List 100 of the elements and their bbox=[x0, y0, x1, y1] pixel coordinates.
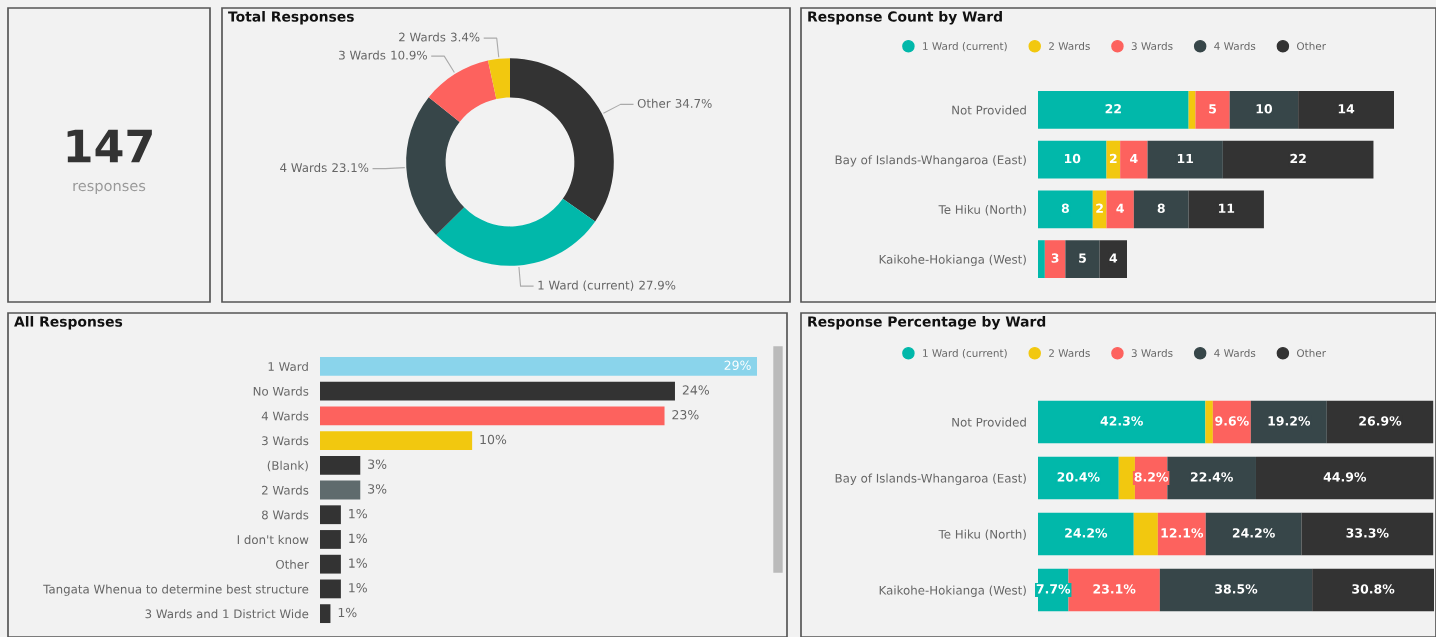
data-label: 4 bbox=[1130, 153, 1138, 164]
slice-label: 3 Wards bbox=[339, 50, 386, 60]
data-label: 22 bbox=[1105, 104, 1121, 114]
bar bbox=[1195, 90, 1230, 129]
data-label: 8 bbox=[1061, 203, 1069, 213]
bar bbox=[1147, 140, 1223, 179]
y-tick-label: 8 Wards bbox=[261, 510, 309, 520]
data-label: 34.7% bbox=[675, 98, 712, 108]
bar bbox=[1038, 90, 1189, 129]
y-tick-label: 3 Wards and 1 District Wide bbox=[145, 609, 309, 619]
data-label: 29% bbox=[724, 360, 751, 370]
data-label: 12.1% bbox=[1161, 528, 1204, 538]
data-label: 1% bbox=[349, 558, 367, 568]
data-label: 11 bbox=[1177, 153, 1194, 164]
slice-label: 4 Wards bbox=[280, 162, 327, 173]
data-label: 24.2% bbox=[1232, 528, 1275, 538]
data-label: 3 bbox=[1051, 253, 1059, 263]
bar bbox=[320, 530, 341, 549]
bar bbox=[1118, 456, 1135, 500]
data-label: 38.5% bbox=[1215, 584, 1258, 594]
data-label: 23.1% bbox=[1093, 584, 1136, 594]
data-label: 42.3% bbox=[1100, 416, 1143, 426]
bar bbox=[320, 604, 331, 624]
data-label: 1% bbox=[349, 533, 367, 544]
y-tick-label: Kaikohe-Hokianga (West) bbox=[879, 585, 1026, 597]
text: responses bbox=[73, 182, 146, 195]
legend-label: 1 Ward (current) bbox=[923, 41, 1007, 52]
bar bbox=[320, 431, 473, 450]
legend-label: 2 Wards bbox=[1049, 348, 1090, 358]
bar bbox=[320, 505, 341, 525]
donut-slice bbox=[428, 60, 497, 122]
bar bbox=[1205, 400, 1213, 444]
bar bbox=[1106, 190, 1134, 229]
data-label: 24.2% bbox=[1065, 528, 1108, 538]
bar bbox=[1229, 90, 1299, 129]
data-label: 2 bbox=[1109, 153, 1117, 164]
donut-slice bbox=[436, 198, 596, 266]
bar bbox=[1120, 140, 1148, 179]
bar bbox=[320, 480, 361, 500]
data-label: 10 bbox=[1256, 104, 1273, 114]
bar bbox=[320, 554, 341, 574]
text: Response Count by Ward bbox=[808, 11, 1002, 25]
bar bbox=[320, 455, 361, 475]
y-tick-label: Te Hiku (North) bbox=[938, 204, 1026, 216]
data-label: 1% bbox=[349, 508, 367, 519]
data-label: 10 bbox=[1064, 153, 1081, 164]
y-tick-label: Kaikohe-Hokianga (West) bbox=[879, 254, 1026, 267]
data-label: 8.2% bbox=[1134, 472, 1169, 482]
data-label: 8 bbox=[1157, 203, 1165, 213]
data-label: 7.7% bbox=[1036, 584, 1071, 594]
data-label: 4 bbox=[1109, 253, 1118, 263]
data-label: 3% bbox=[368, 484, 387, 494]
bar bbox=[1038, 190, 1093, 229]
bar bbox=[320, 579, 341, 599]
legend-label: 4 Wards bbox=[1214, 348, 1256, 358]
bar bbox=[1312, 568, 1434, 612]
data-label: 5 bbox=[1079, 253, 1086, 263]
data-label: 33.3% bbox=[1346, 528, 1389, 538]
bar bbox=[1159, 568, 1313, 612]
bar bbox=[1133, 190, 1189, 229]
bar bbox=[1222, 140, 1374, 179]
y-tick-label: 3 Wards bbox=[262, 436, 309, 446]
data-label: 14 bbox=[1338, 104, 1355, 114]
data-label: 4 bbox=[1116, 203, 1124, 213]
text: All Responses bbox=[14, 316, 123, 330]
y-tick-label: Bay of Islands-Whangaroa (East) bbox=[835, 473, 1026, 485]
data-label: 11 bbox=[1218, 203, 1235, 213]
bar bbox=[1255, 456, 1434, 500]
legend-label: Other bbox=[1297, 348, 1326, 358]
data-label: 23.1% bbox=[332, 163, 369, 173]
bar bbox=[1298, 90, 1394, 129]
data-label: 22 bbox=[1290, 153, 1306, 164]
donut-slice bbox=[510, 58, 614, 222]
bar bbox=[1065, 240, 1100, 279]
data-label: 10.9% bbox=[391, 50, 427, 60]
y-tick-label: 2 Wards bbox=[262, 485, 309, 495]
data-label: 44.9% bbox=[1323, 472, 1367, 482]
data-label: 27.9% bbox=[639, 280, 676, 290]
y-tick-label: Other bbox=[276, 559, 309, 569]
slice-label: 2 Wards bbox=[399, 32, 446, 42]
y-tick-label: No Wards bbox=[253, 386, 309, 396]
data-label: 19.2% bbox=[1268, 416, 1311, 426]
data-label: 3.4% bbox=[451, 32, 480, 42]
data-label: 24% bbox=[682, 385, 710, 395]
donut-slice bbox=[487, 58, 510, 100]
slice-label: Other bbox=[637, 98, 671, 108]
y-tick-label: 4 Wards bbox=[261, 411, 309, 421]
bar bbox=[1133, 512, 1158, 556]
y-tick-label: 1 Ward bbox=[268, 361, 308, 372]
bar bbox=[320, 381, 675, 401]
data-label: 3% bbox=[368, 459, 387, 469]
data-label: 10% bbox=[480, 434, 507, 445]
data-label: 26.9% bbox=[1359, 416, 1402, 426]
y-tick-label: I don't know bbox=[237, 534, 309, 545]
data-label: 9.6% bbox=[1215, 416, 1249, 426]
legend-label: 3 Wards bbox=[1131, 348, 1173, 358]
data-label: 5 bbox=[1209, 104, 1217, 114]
data-label: 1% bbox=[349, 583, 367, 593]
bar bbox=[1188, 190, 1264, 229]
bar bbox=[1038, 240, 1045, 279]
